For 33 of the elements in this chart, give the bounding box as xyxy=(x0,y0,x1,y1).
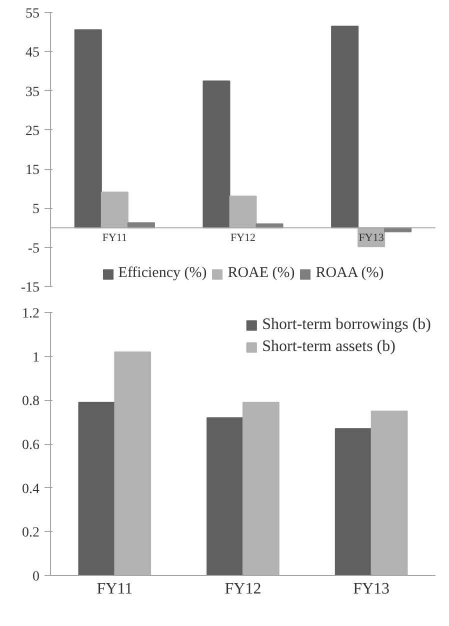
y-tick-label: 0.8 xyxy=(22,394,40,410)
bar xyxy=(202,80,230,228)
y-tick-label: 0.4 xyxy=(22,482,40,497)
x-tick-label: FY12 xyxy=(224,580,262,598)
x-tick-label: FY11 xyxy=(102,232,127,244)
x-tick-label: FY13 xyxy=(353,580,390,598)
y-tick-label: -5 xyxy=(28,241,40,256)
bar xyxy=(127,222,155,228)
bar xyxy=(334,428,372,576)
y-tick-label: 0.2 xyxy=(22,526,40,541)
y-tick-label: 55 xyxy=(26,6,40,22)
legend-label: Efficiency (%) xyxy=(118,265,207,282)
bar xyxy=(206,417,244,576)
y-tick-label: 1.2 xyxy=(22,306,40,322)
legend-label: Short-term borrowings (b) xyxy=(262,316,431,334)
y-tick-label: 0.6 xyxy=(22,438,40,453)
x-tick-label: FY13 xyxy=(358,232,384,244)
y-tick-label: 0 xyxy=(32,570,40,584)
y-tick-label: -15 xyxy=(20,280,40,296)
legend-label: Short-term assets (b) xyxy=(262,338,396,356)
y-tick-label: 25 xyxy=(26,124,40,139)
y-tick-label: 45 xyxy=(26,46,40,61)
bar xyxy=(74,29,102,228)
x-tick-label: FY11 xyxy=(96,580,133,598)
y-tick-label: 1 xyxy=(32,350,40,366)
bar xyxy=(331,26,359,228)
legend-label: ROAE (%) xyxy=(228,265,295,282)
legend-label: ROAA (%) xyxy=(316,265,384,282)
y-tick-label: 15 xyxy=(26,163,40,178)
y-tick-label: 35 xyxy=(26,84,40,100)
y-tick-label: 5 xyxy=(32,202,40,218)
x-tick-label: FY12 xyxy=(230,232,256,244)
bar xyxy=(78,402,116,576)
